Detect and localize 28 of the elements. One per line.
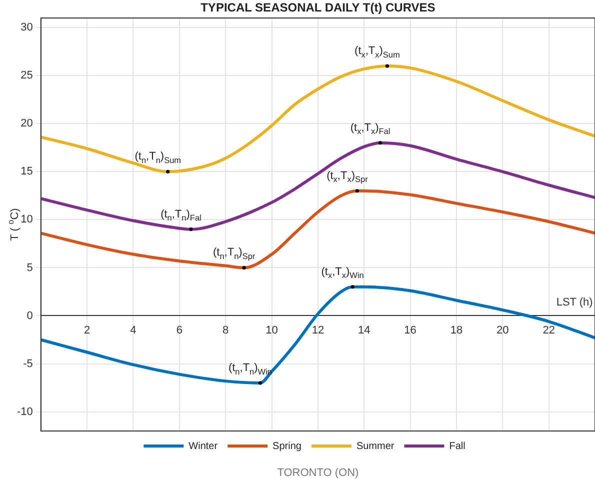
- y-tick-label: -5: [23, 358, 33, 370]
- x-tick-label: 18: [450, 324, 463, 336]
- y-tick-label: 0: [26, 310, 33, 322]
- x-tick-label: 22: [542, 324, 555, 336]
- chart-title: TYPICAL SEASONAL DAILY T(t) CURVES: [200, 0, 436, 14]
- x-tick-label: 20: [496, 324, 509, 336]
- x-tick-label: 6: [176, 324, 182, 336]
- y-tick-label: 25: [20, 70, 33, 82]
- legend-label: Summer: [356, 440, 395, 452]
- x-tick-label: 14: [358, 324, 370, 336]
- y-tick-label: 15: [20, 166, 33, 178]
- x-tick-label: 12: [312, 324, 324, 336]
- legend-label: Winter: [188, 440, 218, 452]
- legend-label: Fall: [449, 440, 466, 452]
- x-tick-label: 16: [404, 324, 416, 336]
- y-tick-label: 5: [26, 262, 33, 274]
- x-tick-label: 8: [222, 324, 229, 336]
- x-tick-label: 2: [84, 324, 90, 336]
- x-tick-label: 4: [130, 324, 136, 336]
- y-axis-title: T ( oC): [6, 208, 21, 241]
- text: TORONTO (ON): [277, 467, 359, 479]
- y-tick-label: 20: [20, 118, 33, 130]
- x-axis-title: LST (h): [556, 296, 593, 309]
- y-tick-label: -10: [16, 406, 33, 418]
- y-tick-label: 10: [20, 214, 33, 226]
- x-tick-label: 10: [266, 324, 278, 336]
- legend-label: Spring: [272, 440, 302, 452]
- y-tick-label: 30: [20, 22, 33, 34]
